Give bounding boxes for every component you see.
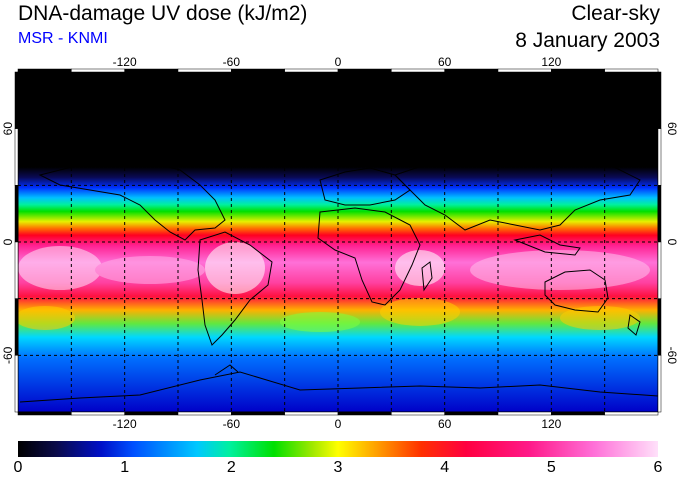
lon-labels-top: -120 -60 0 60 120 <box>113 55 562 69</box>
frame-tick-segment <box>657 355 662 413</box>
colorbar-tick-label: 5 <box>546 459 556 476</box>
lat-tick-label: 0 <box>1 238 15 245</box>
frame-tick-segment <box>497 68 552 73</box>
colorbar-tick-label: 6 <box>653 459 663 476</box>
map-title: DNA-damage UV dose (kJ/m2) <box>18 2 308 25</box>
graticule <box>18 72 658 412</box>
lon-tick-label: 60 <box>438 417 452 431</box>
lat-tick-label: -60 <box>665 347 678 365</box>
date-label: 8 January 2003 <box>515 29 660 52</box>
lat-tick-label: 0 <box>665 239 678 246</box>
coastlines <box>19 149 659 403</box>
frame-tick-segment <box>284 68 339 73</box>
colorbar-tick-label: 1 <box>120 459 130 476</box>
madagascar-outline <box>421 261 433 292</box>
australia-outline <box>544 269 609 313</box>
frame-tick-bars <box>14 68 662 416</box>
frame-tick-segment <box>177 68 232 73</box>
frame-tick-segment <box>177 411 232 416</box>
frame-tick-segment <box>17 68 72 73</box>
frame-tick-segment <box>391 68 445 73</box>
frame-tick-segment <box>14 71 19 129</box>
frame-tick-segment <box>14 355 19 413</box>
frame-tick-segment <box>124 68 179 73</box>
frame-tick-segment <box>551 68 605 73</box>
frame-tick-segment <box>124 411 179 416</box>
new-zealand-outline <box>627 314 641 336</box>
frame-tick-segment <box>657 185 662 243</box>
antarctic-peninsula-outline <box>214 364 239 376</box>
colorbar-tick-label: 4 <box>440 459 450 476</box>
lat-labels-left: 60 0 -60 <box>1 122 15 364</box>
colorbar-tick-label: 0 <box>13 459 23 476</box>
frame-tick-segment <box>551 411 605 416</box>
frame-tick-segment <box>71 68 125 73</box>
lon-tick-label: 0 <box>335 55 342 69</box>
sky-condition: Clear-sky <box>571 2 660 25</box>
frame-tick-segment <box>231 411 285 416</box>
colorbar-tick-label: 3 <box>333 459 343 476</box>
frame-tick-segment <box>657 241 662 299</box>
frame-tick-segment <box>17 411 72 416</box>
frame-tick-segment <box>14 241 19 299</box>
frame-tick-segment <box>444 68 499 73</box>
frame-tick-segment <box>14 128 19 186</box>
colorbar-tick-label: 2 <box>226 459 236 476</box>
uv-field-details <box>15 242 650 332</box>
frame-tick-segment <box>231 68 285 73</box>
lon-tick-label: 120 <box>541 55 561 69</box>
lat-tick-label: 60 <box>1 122 15 136</box>
lon-tick-label: -60 <box>223 55 241 69</box>
lat-tick-label: -60 <box>1 346 15 364</box>
frame-tick-segment <box>337 411 392 416</box>
frame-tick-segment <box>14 185 19 243</box>
africa-outline <box>317 207 421 306</box>
north-america-outline <box>38 159 226 241</box>
frame-tick-segment <box>337 68 392 73</box>
frame-tick-segment <box>497 411 552 416</box>
lon-tick-label: 120 <box>541 417 561 431</box>
frame-tick-segment <box>657 298 662 356</box>
indonesia-outline <box>513 234 581 256</box>
lon-tick-label: -120 <box>113 417 137 431</box>
asia-outline <box>394 149 641 231</box>
lon-labels-bottom: -120 -60 0 60 120 <box>113 417 562 431</box>
frame-tick-segment <box>604 68 659 73</box>
source-label: MSR - KNMI <box>18 30 108 47</box>
antarctica-outline <box>19 371 659 403</box>
lat-tick-label: 60 <box>665 122 678 136</box>
frame-tick-segment <box>284 411 339 416</box>
lon-tick-label: 0 <box>335 417 342 431</box>
frame-tick-segment <box>657 71 662 129</box>
europe-outline <box>319 167 411 206</box>
frame-tick-segment <box>444 411 499 416</box>
frame-tick-segment <box>604 411 659 416</box>
frame-tick-segment <box>657 128 662 186</box>
south-america-outline <box>197 231 273 346</box>
frame-tick-segment <box>391 411 445 416</box>
lon-tick-label: -60 <box>223 417 241 431</box>
frame-tick-segment <box>71 411 125 416</box>
lon-tick-label: -120 <box>113 55 137 69</box>
frame-tick-segment <box>14 298 19 356</box>
lat-labels-right: 60 0 -60 <box>665 122 678 364</box>
colorbar <box>18 441 658 457</box>
lon-tick-label: 60 <box>438 55 452 69</box>
